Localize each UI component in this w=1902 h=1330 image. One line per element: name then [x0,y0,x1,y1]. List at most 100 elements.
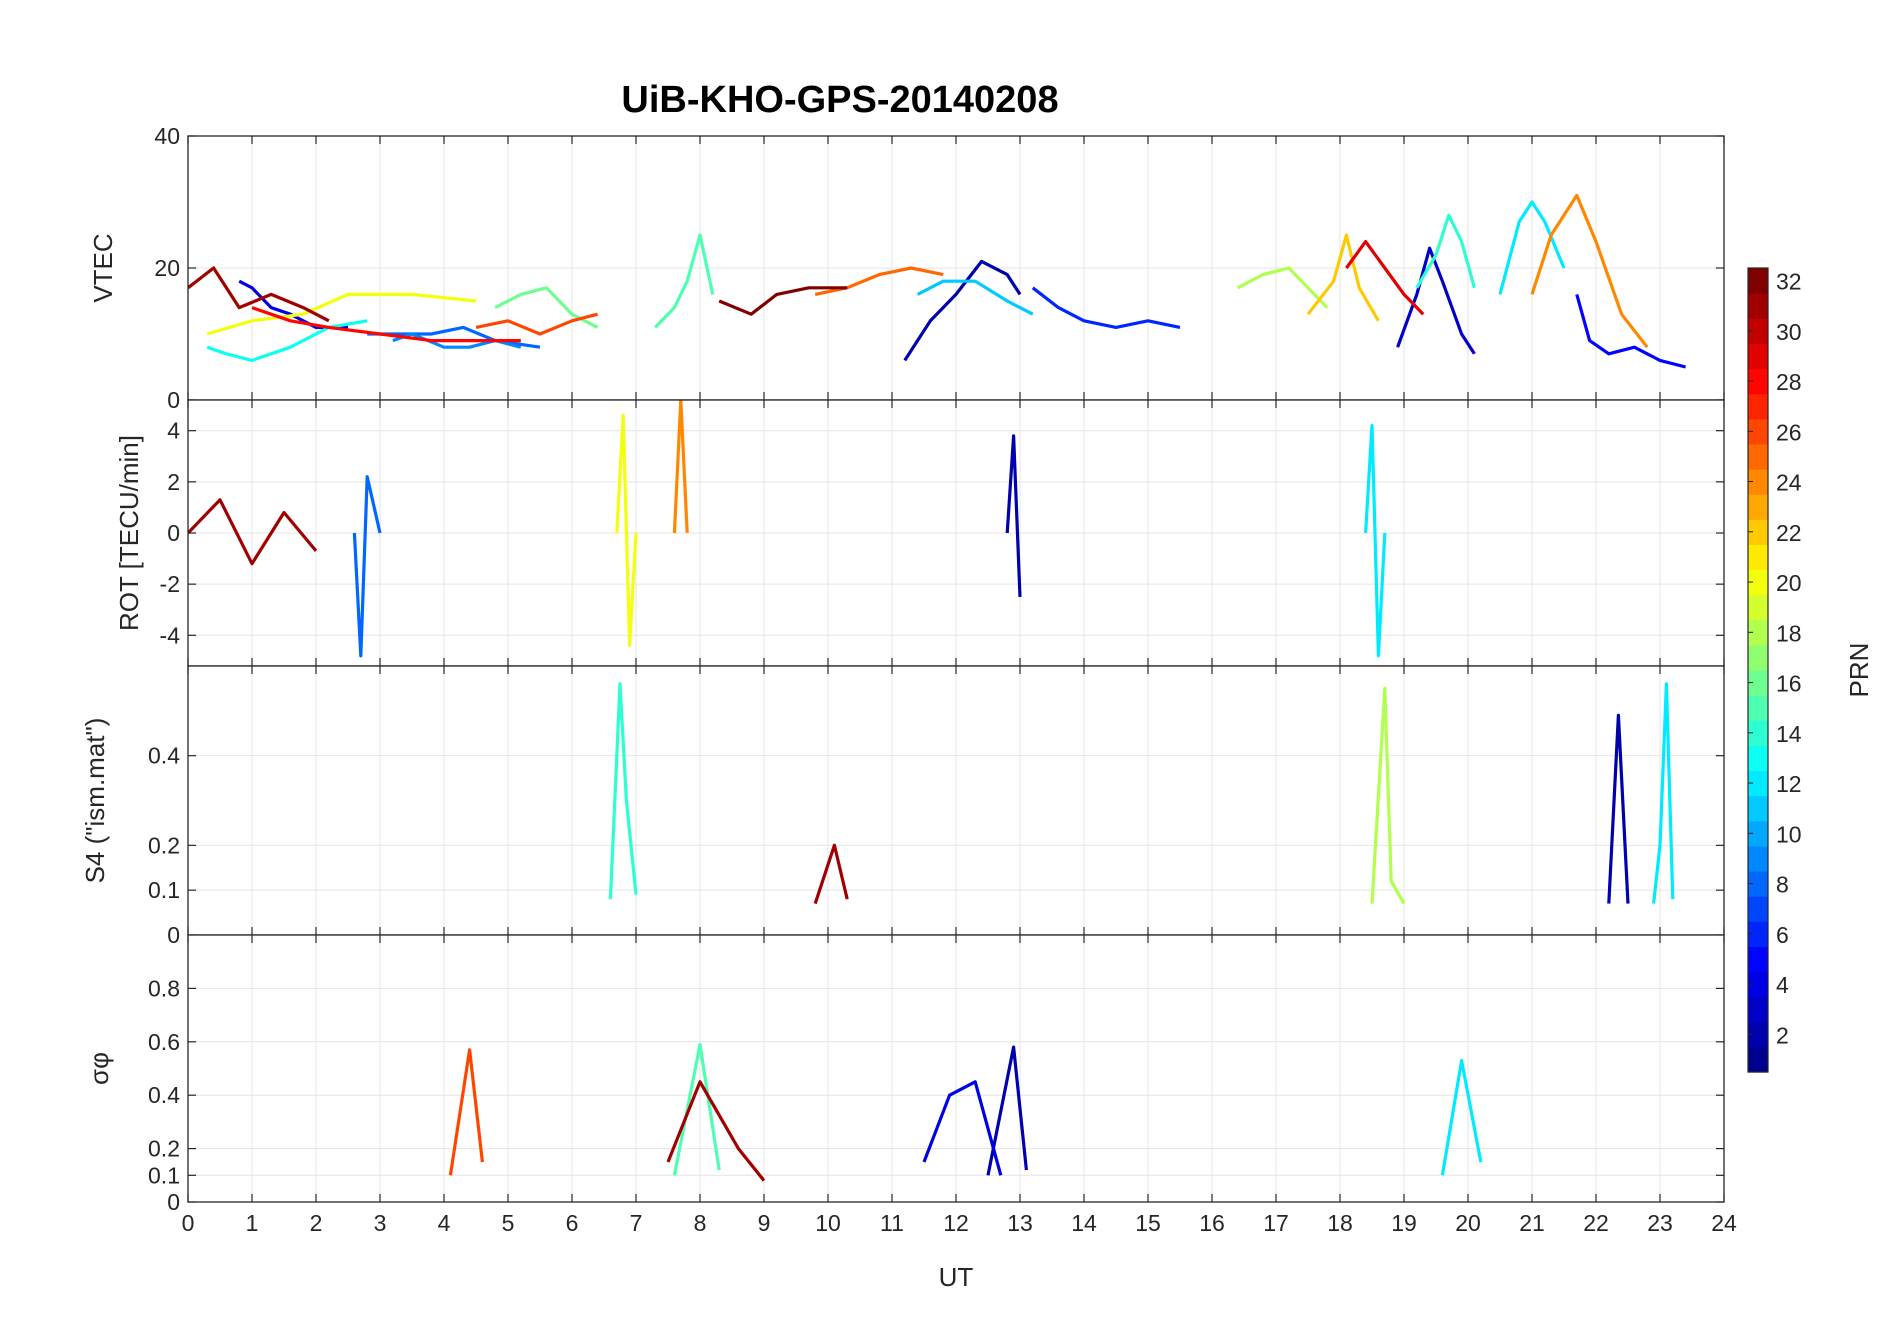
panel-sigma_phi: 00.10.2 0.4 0.6 0.8 σφ [84,934,1725,1215]
y-tick-label: 2 [167,469,180,495]
colorbar-segment [1748,871,1768,897]
series-line-prn-24 [672,400,689,534]
axes-box [187,934,1725,1203]
series-line-prn-13 [206,319,368,362]
series-line-prn-22 [1306,233,1380,322]
series-line-prn-20 [615,413,638,648]
colorbar-tick-label: 6 [1776,922,1789,948]
x-tick-label: 14 [1071,1210,1097,1236]
colorbar-label: PRN [1844,643,1874,698]
series-line-prn-31 [188,498,318,566]
colorbar-segment [1748,519,1768,545]
colorbar-tick-label: 26 [1776,419,1802,445]
colorbar-tick-label: 12 [1776,771,1802,797]
y-tick-label: 0.4 [148,743,180,769]
x-tick-label: 21 [1519,1210,1545,1236]
y-tick-label: 0 [167,387,180,413]
colorbar-segment [1748,368,1768,395]
colorbar-segment [1748,1046,1768,1073]
series-line-prn-26 [475,312,598,336]
colorbar-segment [1748,569,1768,596]
colorbar-segment [1748,644,1768,671]
colorbar-tick-label: 24 [1776,470,1802,496]
colorbar-tick-label: 30 [1776,319,1802,345]
colorbar-segment [1748,820,1768,847]
colorbar-tick-label: 20 [1776,570,1802,596]
x-tick-label: 18 [1327,1210,1353,1236]
y-tick-label: -2 [160,571,180,597]
y-tick-label: 0.1 [148,1162,180,1188]
colorbar-segment [1748,971,1768,998]
series-line-prn-2 [986,1045,1028,1176]
x-tick-label: 3 [374,1210,387,1236]
series-line-prn-31 [188,266,330,323]
y-axis-label: VTEC [88,233,118,302]
series-line-prn-29 [1345,240,1425,316]
series-line-prn-2 [1005,434,1022,597]
colorbar-tick-label: 18 [1776,620,1802,646]
colorbar-segment [1748,695,1768,721]
y-tick-label: 0.4 [148,1082,180,1108]
series-line-prn-28 [251,306,521,343]
colorbar-segment [1748,494,1768,520]
series-line-prn-31 [666,1080,766,1182]
colorbar-tick-label: 10 [1776,821,1802,847]
x-tick-label: 2 [310,1210,323,1236]
colorbar-segment [1748,544,1768,571]
series-line-prn-26 [448,1048,484,1176]
y-tick-label: 20 [154,255,180,281]
colorbar-segment [1748,795,1768,822]
x-tick-label: 12 [943,1210,969,1236]
series-line-prn-11 [916,279,1034,316]
x-tick-label: 13 [1007,1210,1033,1236]
colorbar-segment [1748,268,1768,294]
x-tick-label: 19 [1391,1210,1417,1236]
panel-vtec: 0 20 40 VTEC [88,123,1725,413]
colorbar-segment [1748,1021,1768,1048]
x-tick-label: 16 [1199,1210,1225,1236]
x-tick-label: 7 [630,1210,643,1236]
x-tick-label: 22 [1583,1210,1609,1236]
colorbar-tick-label: 14 [1776,721,1802,747]
series-line-prn-5 [1575,293,1686,369]
series-line-prn-25 [814,266,944,296]
colorbar-segment [1748,770,1768,797]
colorbar-segment [1748,670,1768,696]
series-line-prn-8 [352,475,382,658]
colorbar-tick-label: 16 [1776,671,1802,697]
colorbar-frame [1747,267,1769,1073]
x-tick-label: 1 [246,1210,259,1236]
x-tick-label: 4 [438,1210,451,1236]
colorbar-tick-label: 28 [1776,369,1802,395]
colorbar-segment [1748,343,1768,370]
series-line-prn-6 [1031,286,1181,329]
x-tick-label: 17 [1263,1210,1289,1236]
colorbar-segment [1748,745,1768,772]
panel-rot: -4 -2 0 2 4 ROT [TECU/min] [114,399,1725,667]
series-group [448,1042,1483,1182]
colorbar-tick-label: 8 [1776,872,1789,898]
series-line-prn-32 [718,286,848,316]
y-tick-label: 0.8 [148,975,180,1001]
y-axis-label: σφ [84,1052,114,1085]
y-tick-label: 0.2 [148,1136,180,1162]
colorbar-tick-label: 32 [1776,269,1802,295]
series-line-prn-15 [672,1042,721,1176]
colorbar-segment [1748,720,1768,746]
colorbar-segment [1748,845,1768,872]
series-line-prn-2 [903,259,1022,362]
series-line-prn-14 [608,682,638,900]
y-axis-label: S4 ("ism.mat") [80,718,110,884]
colorbar-segment [1748,594,1768,621]
colorbar-segment [1748,996,1768,1023]
colorbar-segment [1748,946,1768,973]
colorbar-tick-label: 2 [1776,1022,1789,1048]
x-axis-label: UT [939,1262,974,1292]
chart-title: UiB-KHO-GPS-20140208 [621,79,1058,121]
series-group [188,400,1387,658]
colorbar-segment [1748,619,1768,646]
colorbar-segment [1748,896,1768,922]
